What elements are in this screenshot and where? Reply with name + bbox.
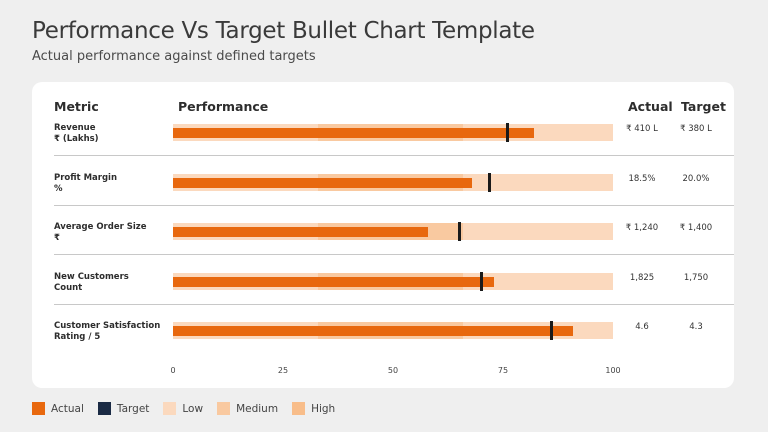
metric-label-line1: Customer Satisfaction xyxy=(54,321,161,331)
metric-label-line1: Average Order Size xyxy=(54,222,147,232)
actual-bar xyxy=(173,276,495,287)
performance-column-header: Performance xyxy=(178,99,269,114)
legend-label-actual: Actual xyxy=(51,402,84,415)
axis-tick-label: 25 xyxy=(277,366,289,375)
metric-label: Customer Satisfaction Rating / 5 xyxy=(54,321,174,343)
target-marker xyxy=(457,222,461,241)
legend-item-medium: Medium xyxy=(217,402,278,415)
metric-label-line2: Rating / 5 xyxy=(54,332,101,342)
target-value: 4.3 xyxy=(689,322,703,332)
row-divider xyxy=(54,204,734,206)
actual-column-header: Actual xyxy=(628,99,673,114)
metric-label: Revenue ₹ (Lakhs) xyxy=(54,123,174,145)
metric-column-header: Metric xyxy=(54,99,99,114)
band-high xyxy=(463,173,613,191)
legend-swatch-high xyxy=(292,402,306,415)
actual-bar xyxy=(173,326,574,336)
metric-label-line2: % xyxy=(54,183,63,194)
legend-item-target: Target xyxy=(97,402,150,415)
page-subtitle: Actual performance against defined targe… xyxy=(32,49,316,64)
legend-label-medium: Medium xyxy=(236,402,279,415)
row-divider xyxy=(54,303,734,305)
chart-legend: Actual Target Low Medium High xyxy=(32,402,349,415)
actual-value: ₹ 410 L xyxy=(626,124,658,134)
metric-label-line2: ₹ (Lakhs) xyxy=(54,134,99,144)
legend-item-low: Low xyxy=(163,402,203,415)
legend-item-actual: Actual xyxy=(32,402,84,415)
page-title: Performance Vs Target Bullet Chart Templ… xyxy=(32,18,535,44)
legend-swatch-medium xyxy=(217,402,231,415)
axis-tick-label: 75 xyxy=(497,366,509,375)
legend-label-high: High xyxy=(311,402,336,415)
metric-label-line1: Profit Margin xyxy=(54,172,118,183)
legend-swatch-low xyxy=(163,402,177,415)
target-value: ₹ 1,400 xyxy=(679,223,713,233)
target-marker xyxy=(479,271,483,291)
target-column-header: Target xyxy=(681,99,726,114)
metric-label-line1: New Customers xyxy=(54,271,129,282)
metric-label-line2: ₹ xyxy=(54,233,60,243)
legend-label-low: Low xyxy=(182,402,204,415)
axis-tick-label: 50 xyxy=(387,366,399,375)
metric-label-line1: Revenue xyxy=(54,123,96,133)
legend-label-target: Target xyxy=(116,402,150,415)
target-marker xyxy=(505,123,509,142)
metric-label: New Customers Count xyxy=(54,272,174,294)
actual-value: 18.5% xyxy=(628,173,656,184)
band-high xyxy=(463,272,613,290)
axis-tick-label: 100 xyxy=(605,366,621,375)
actual-bar xyxy=(173,227,429,237)
actual-value: 1,825 xyxy=(629,272,655,283)
actual-bar xyxy=(173,177,473,188)
target-value: 20.0% xyxy=(682,173,710,184)
legend-swatch-actual xyxy=(32,402,45,415)
row-divider xyxy=(54,254,734,255)
legend-swatch-target xyxy=(97,402,111,415)
chart-card: Metric Performance Actual Target Revenue… xyxy=(32,82,734,388)
target-value: 1,750 xyxy=(683,272,709,283)
target-marker xyxy=(549,321,553,340)
row-divider xyxy=(54,155,734,156)
metric-label: Profit Margin% xyxy=(54,173,174,195)
target-value: ₹ 380 L xyxy=(680,124,712,134)
target-marker xyxy=(488,172,492,192)
actual-value: 4.6 xyxy=(635,322,649,332)
actual-value: ₹ 1,240 xyxy=(625,223,659,233)
metric-label-line2: Count xyxy=(54,282,83,293)
metric-label: Average Order Size ₹ xyxy=(54,222,174,244)
band-high xyxy=(463,223,613,240)
actual-bar xyxy=(173,128,534,138)
legend-item-high: High xyxy=(292,402,335,415)
axis-tick-label: 0 xyxy=(170,366,176,375)
